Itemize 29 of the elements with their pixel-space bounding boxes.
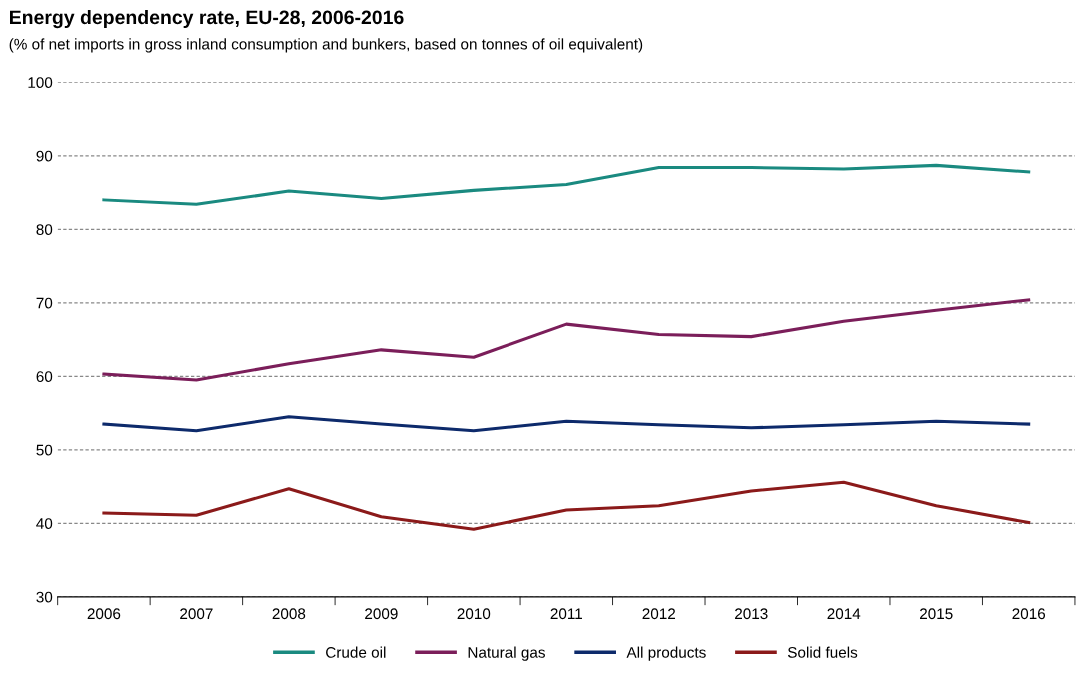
x-tick-label: 2011 xyxy=(550,608,582,620)
x-tick-label: 2016 xyxy=(1012,608,1046,620)
legend-label: Crude oil xyxy=(326,646,386,658)
line-series xyxy=(102,298,1031,382)
x-tick-label: 2006 xyxy=(87,608,121,620)
x-tick-label: 2009 xyxy=(365,608,398,620)
legend-label: Natural gas xyxy=(468,646,545,661)
y-tick-label: 90 xyxy=(36,150,53,162)
x-tick-label: 2014 xyxy=(827,608,861,620)
legend-label: All products xyxy=(626,646,706,661)
x-tick-label: 2008 xyxy=(272,608,306,620)
x-tick-label: 2012 xyxy=(642,608,676,620)
x-tick-label: 2007 xyxy=(180,608,213,620)
y-tick-label: 80 xyxy=(36,224,53,236)
y-tick-label: 30 xyxy=(36,591,53,603)
line-series xyxy=(102,415,1031,433)
x-tick-label: 2010 xyxy=(457,608,491,620)
y-tick-label: 60 xyxy=(36,371,53,383)
legend-label: Solid fuels xyxy=(787,646,858,658)
line-series xyxy=(102,163,1031,206)
y-tick-label: 100 xyxy=(28,77,53,89)
chart-title: Energy dependency rate, EU-28, 2006-2016 xyxy=(10,9,404,29)
y-tick-label: 50 xyxy=(36,444,53,456)
chart-subtitle: (% of net imports in gross inland consumption and bunkers, based on tonnes of oil equivalent) xyxy=(9,38,643,53)
x-tick-label: 2013 xyxy=(735,608,768,620)
y-tick-label: 40 xyxy=(36,518,53,530)
y-tick-label: 70 xyxy=(36,297,53,309)
line-series xyxy=(102,480,1031,531)
x-tick-label: 2015 xyxy=(920,608,953,620)
